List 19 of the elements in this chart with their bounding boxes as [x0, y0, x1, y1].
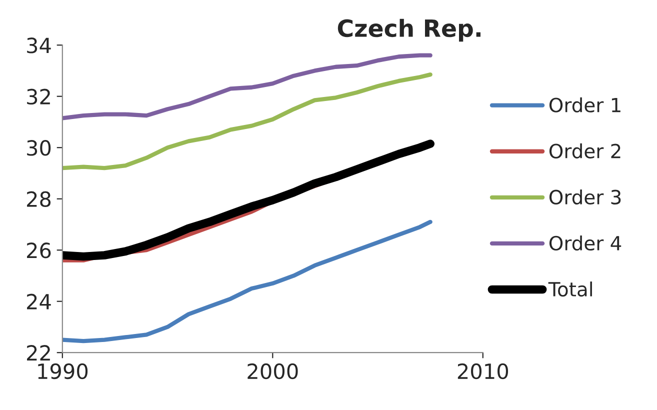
x-tick-label: 1990: [38, 363, 88, 380]
line-series: [62, 220, 432, 344]
y-tick-label: 34: [27, 38, 51, 54]
y-tick-label: 30: [27, 140, 51, 156]
y-tick-label: 28: [27, 191, 51, 208]
legend-label: Order 3: [549, 189, 621, 204]
x-tick-label: 2000: [248, 363, 298, 380]
y-tick-label: 24: [27, 294, 51, 310]
y-tick-label: 22: [27, 345, 50, 361]
legend-label: Order 4: [549, 235, 622, 251]
line-series: [62, 72, 432, 170]
y-tick-label: 26: [27, 242, 51, 258]
y-tick-label: 32: [27, 88, 50, 105]
line-series: [62, 53, 432, 120]
legend-label: Order 1: [549, 97, 620, 112]
x-tick-label: 2010: [458, 363, 508, 380]
chart-title: Czech Rep.: [338, 18, 480, 42]
legend-label: Order 2: [549, 143, 620, 158]
legend-label: Total: [548, 282, 592, 297]
